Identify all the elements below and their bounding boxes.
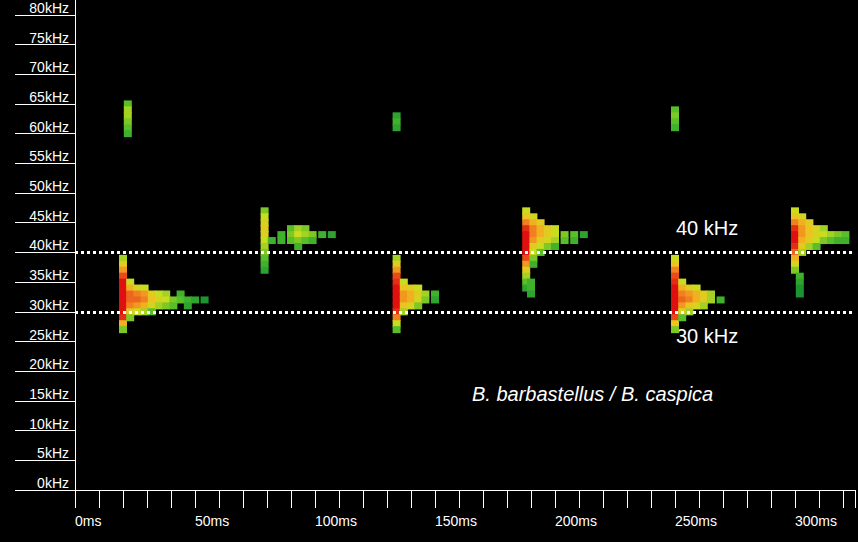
svg-text:35kHz: 35kHz [29, 267, 69, 283]
svg-text:45kHz: 45kHz [29, 208, 69, 224]
svg-text:10kHz: 10kHz [29, 416, 69, 432]
svg-text:B. barbastellus / B. caspica: B. barbastellus / B. caspica [472, 383, 713, 405]
svg-text:150ms: 150ms [435, 513, 477, 529]
svg-text:15kHz: 15kHz [29, 386, 69, 402]
svg-text:5kHz: 5kHz [37, 445, 69, 461]
svg-text:40 kHz: 40 kHz [676, 217, 738, 239]
svg-text:80kHz: 80kHz [29, 0, 69, 16]
svg-text:75kHz: 75kHz [29, 30, 69, 46]
svg-text:30 kHz: 30 kHz [676, 325, 738, 347]
svg-text:60kHz: 60kHz [29, 119, 69, 135]
svg-text:0ms: 0ms [75, 513, 101, 529]
svg-text:30kHz: 30kHz [29, 297, 69, 313]
svg-text:40kHz: 40kHz [29, 237, 69, 253]
svg-text:300ms: 300ms [795, 513, 837, 529]
svg-text:50kHz: 50kHz [29, 178, 69, 194]
svg-text:50ms: 50ms [195, 513, 229, 529]
svg-text:55kHz: 55kHz [29, 148, 69, 164]
svg-text:0kHz: 0kHz [37, 475, 69, 491]
svg-text:250ms: 250ms [675, 513, 717, 529]
svg-text:20kHz: 20kHz [29, 356, 69, 372]
svg-text:100ms: 100ms [315, 513, 357, 529]
svg-text:25kHz: 25kHz [29, 327, 69, 343]
svg-text:70kHz: 70kHz [29, 59, 69, 75]
svg-text:200ms: 200ms [555, 513, 597, 529]
svg-text:65kHz: 65kHz [29, 89, 69, 105]
